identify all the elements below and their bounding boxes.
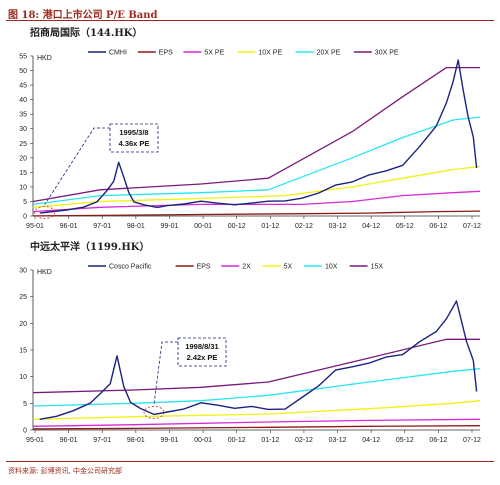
chart2-y-tick-label: 20 — [19, 321, 27, 328]
chart1-x-tick-label: 03-12 — [329, 223, 347, 230]
chart2-annotation-leader — [153, 341, 178, 405]
chart1-legend-label: EPS — [159, 50, 173, 57]
chart1-y-tick-label: 35 — [19, 112, 27, 119]
chart1-legend-label: 10X PE — [258, 50, 282, 57]
chart1-annotation-line2: 4.36x PE — [119, 139, 150, 148]
title-rule — [6, 20, 494, 21]
chart1-y-tick-label: 20 — [19, 155, 27, 162]
chart2-y-tick-label: 0 — [23, 428, 27, 435]
chart1-annotation-leader — [44, 127, 110, 205]
chart2-series-1 — [32, 425, 481, 430]
chart2-x-tick-label: 97-01 — [93, 437, 111, 444]
chart1-y-tick-label: 40 — [19, 97, 27, 104]
chart1-legend-label: 5X PE — [204, 50, 224, 57]
chart1-annotation-highlight — [34, 206, 56, 219]
chart2-y-tick-label: 15 — [19, 348, 27, 355]
chart1-series-5 — [32, 66, 480, 203]
chart2-legend-label: 5X — [284, 264, 293, 271]
chart1-x-tick-label: 97-01 — [93, 223, 111, 230]
chart2-x-tick-label: 00-12 — [228, 437, 246, 444]
chart2-annotation-line1: 1998/8/31 — [185, 342, 218, 351]
chart2-x-tick-label: 00-01 — [194, 437, 212, 444]
chart2-x-tick-label: 01-12 — [261, 437, 279, 444]
chart1-series-1 — [32, 210, 481, 217]
footer-rule — [6, 461, 494, 462]
chart1-y-tick-label: 50 — [19, 68, 27, 75]
chart1-series-0 — [39, 59, 478, 214]
chart2-annotation-line2: 2.42x PE — [187, 353, 218, 362]
chart2-y-tick-label: 5 — [23, 401, 27, 408]
chart1-x-tick-label: 95-01 — [26, 223, 44, 230]
chart2-legend-label: Cosco Pacific — [109, 264, 152, 271]
chart1-legend-label: 20X PE — [317, 50, 341, 57]
chart1-series-4 — [32, 116, 481, 206]
figure-title: 图 18: 港口上市公司 P/E Band — [8, 10, 158, 21]
chart1-x-tick-label: 00-12 — [228, 223, 246, 230]
chart1-series-3 — [32, 165, 481, 208]
chart1-series-2 — [32, 190, 481, 213]
chart2-y-tick-label: 30 — [19, 268, 27, 275]
chart1-x-tick-label: 00-01 — [194, 223, 212, 230]
chart2-x-tick-label: 07-12 — [463, 437, 481, 444]
chart2-x-tick-label: 99-01 — [161, 437, 179, 444]
chart1-subtitle: 招商局国际（144.HK） — [30, 28, 143, 39]
chart2-x-tick-label: 02-12 — [295, 437, 313, 444]
chart2-x-tick-label: 98-01 — [127, 437, 145, 444]
chart1-y-tick-label: 15 — [19, 170, 27, 177]
chart1-y-tick-label: 25 — [19, 141, 27, 148]
chart2-unit-label: HKD — [37, 269, 52, 276]
chart1-legend-label: CMHI — [109, 50, 127, 57]
chart1-annotation-line1: 1995/3/8 — [119, 128, 148, 137]
chart1-x-tick-label: 06-12 — [429, 223, 447, 230]
chart2-x-tick-label: 06-12 — [429, 437, 447, 444]
chart2-y-tick-label: 25 — [19, 294, 27, 301]
chart1-x-tick-label: 05-12 — [396, 223, 414, 230]
chart2-y-tick-label: 10 — [19, 374, 27, 381]
chart2-legend-label: 15X — [371, 264, 384, 271]
chart1-annotation-box — [109, 123, 159, 153]
chart2-x-tick-label: 05-12 — [396, 437, 414, 444]
chart2-legend-label: 2X — [242, 264, 251, 271]
chart1-svg: HKD 0 5 10 15 20 25 30 35 40 45 50 55 95-01 96-01 97-01… — [19, 50, 481, 231]
chart1-x-tick-label: 02-12 — [295, 223, 313, 230]
chart2-subtitle: 中远太平洋（1199.HK） — [30, 242, 150, 253]
chart1-x-tick-label: 04-12 — [362, 223, 380, 230]
chart1-legend-label: 30X PE — [375, 50, 399, 57]
chart2-legend-label: 10X — [325, 264, 338, 271]
chart2-series-0 — [39, 300, 478, 420]
chart1-x-tick-label: 01-12 — [261, 223, 279, 230]
chart1-x-tick-label: 07-12 — [463, 223, 481, 230]
chart1-x-tick-label: 98-01 — [127, 223, 145, 230]
chart2-x-tick-label: 04-12 — [362, 437, 380, 444]
chart1-y-tick-label: 55 — [19, 54, 27, 61]
chart2-x-tick-label: 96-01 — [60, 437, 78, 444]
chart2-series-2 — [32, 418, 481, 427]
chart2-svg: HKD 0 5 10 15 20 25 30 95-01 96-01 97-01 98-01 99-01… — [19, 264, 481, 445]
chart2-x-tick-label: 95-01 — [26, 437, 44, 444]
chart2-legend-label: EPS — [197, 264, 211, 271]
chart2-x-tick-label: 03-12 — [329, 437, 347, 444]
chart1-y-tick-label: 45 — [19, 83, 27, 90]
chart1-x-tick-label: 96-01 — [60, 223, 78, 230]
chart1-x-tick-label: 99-01 — [161, 223, 179, 230]
chart1-unit-label: HKD — [37, 55, 52, 62]
chart1-y-tick-label: 30 — [19, 126, 27, 133]
chart2-series-3 — [32, 400, 481, 420]
source-note: 资料来源: 彭博资讯, 中金公司研究部 — [8, 467, 123, 475]
chart2-series-5 — [32, 338, 480, 394]
chart2-series-4 — [32, 368, 481, 407]
chart1-y-tick-label: 5 — [23, 199, 27, 206]
chart2-annotation-box — [177, 337, 227, 367]
chart2-annotation-highlight — [143, 405, 165, 419]
chart1-y-tick-label: 10 — [19, 184, 27, 191]
chart1-y-tick-label: 0 — [23, 214, 27, 221]
